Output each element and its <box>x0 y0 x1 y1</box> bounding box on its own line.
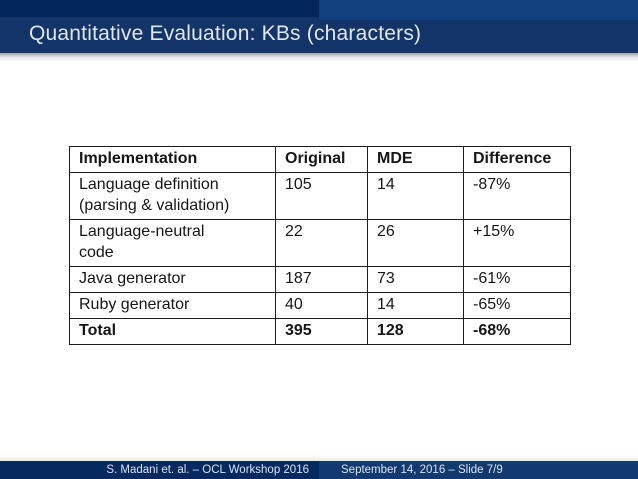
frame-title-bar: Quantitative Evaluation: KBs (characters… <box>0 14 638 53</box>
table-row: Language definition (parsing & validation… <box>69 172 571 220</box>
column-header: Original <box>275 146 368 173</box>
table-cell: 73 <box>367 266 464 293</box>
table-header-row: Implementation Original MDE Difference <box>69 146 571 173</box>
table-row: Ruby generator 40 14 -65% <box>69 292 571 319</box>
table-cell: 128 <box>367 318 464 345</box>
table-cell: -68% <box>463 318 571 345</box>
column-header: MDE <box>367 146 464 173</box>
table-cell: Java generator <box>69 266 276 293</box>
table-cell: -65% <box>463 292 571 319</box>
footer-date-slide: September 14, 2016 – Slide 7/9 <box>319 461 638 479</box>
header-strip-right <box>319 0 638 20</box>
header-shadow <box>0 53 638 63</box>
page-title: Quantitative Evaluation: KBs (characters… <box>29 21 422 45</box>
column-header: Difference <box>463 146 571 173</box>
table-cell: 395 <box>275 318 368 345</box>
table-cell: 14 <box>367 292 464 319</box>
table-cell: -87% <box>463 172 571 220</box>
table-row: Language-neutral code 22 26 +15% <box>69 219 571 267</box>
footer-shadow <box>0 455 638 461</box>
table-cell: Language-neutral code <box>69 219 276 267</box>
table-cell: Language definition (parsing & validation… <box>69 172 276 220</box>
table-cell: +15% <box>463 219 571 267</box>
table-row: Total 395 128 -68% <box>69 318 571 345</box>
table-cell: 40 <box>275 292 368 319</box>
table-row: Java generator 187 73 -61% <box>69 266 571 293</box>
table-cell: 26 <box>367 219 464 267</box>
table-cell: Total <box>69 318 276 345</box>
table-cell: -61% <box>463 266 571 293</box>
table-cell: 22 <box>275 219 368 267</box>
column-header: Implementation <box>69 146 276 173</box>
table-cell: Ruby generator <box>69 292 276 319</box>
table-cell: 187 <box>275 266 368 293</box>
slide-footer: S. Madani et. al. – OCL Workshop 2016 Se… <box>0 461 638 479</box>
footer-authors: S. Madani et. al. – OCL Workshop 2016 <box>0 461 319 479</box>
header-strip-left <box>0 0 319 17</box>
table-cell: 105 <box>275 172 368 220</box>
results-table: Implementation Original MDE Difference Lang… <box>69 146 571 345</box>
table-cell: 14 <box>367 172 464 220</box>
results-table-body: Language definition (parsing & validation… <box>69 172 571 345</box>
